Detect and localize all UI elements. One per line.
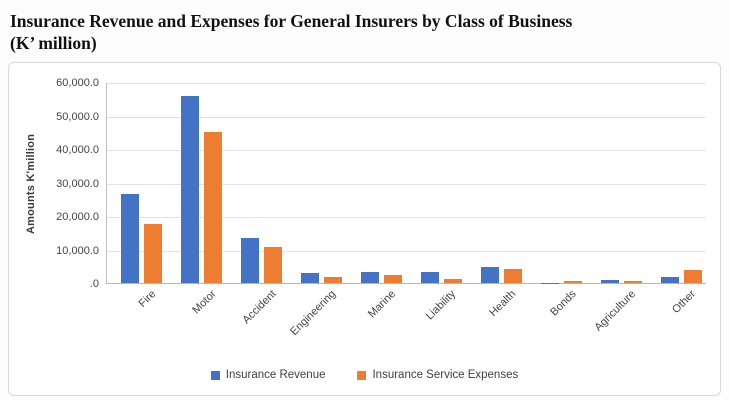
bar-insurance-revenue-engineering [301,272,320,283]
category-label-accident: Accident [240,288,279,327]
gridline [107,116,706,118]
bar-insurance-service-expenses-health [503,268,522,283]
category-group-agriculture [591,83,651,283]
bar-insurance-revenue-marine [361,271,380,283]
page-title-line1: Insurance Revenue and Expenses for Gener… [10,11,573,31]
bar-insurance-service-expenses-other [683,270,702,283]
bar-insurance-service-expenses-marine [384,275,403,283]
legend-label: Insurance Service Expenses [372,369,519,381]
bars-row [107,83,706,283]
category-group-marine [352,83,412,283]
bar-insurance-revenue-fire [121,194,140,283]
category-group-fire [112,83,172,283]
chart-legend: Insurance Revenue Insurance Service Expen… [9,369,720,381]
legend-swatch-icon [357,370,367,380]
bar-insurance-revenue-motor [181,96,200,283]
bar-insurance-revenue-other [660,277,679,283]
category-label-motor: Motor [190,288,219,317]
category-group-engineering [292,83,352,283]
y-tick-label: 20,000.0 [56,211,99,223]
y-tick-label: 50,000.0 [56,110,99,123]
bar-insurance-service-expenses-motor [204,131,223,283]
category-label-engineering: Engineering [288,288,339,339]
legend-label: Insurance Revenue [225,369,326,381]
legend-item-insurance-revenue: Insurance Revenue [210,369,326,381]
y-tick-label: 30,000.0 [56,177,99,190]
y-tick-label: 60,000.0 [56,77,99,89]
bar-insurance-service-expenses-engineering [324,276,343,283]
y-tick-label: 10,000.0 [56,244,99,257]
page-title: Insurance Revenue and Expenses for Gener… [10,10,710,54]
category-group-health [471,83,531,283]
gridline [107,150,706,151]
category-group-motor [172,83,232,283]
gridline [107,217,706,218]
category-label-other: Other [670,288,699,316]
category-group-other [651,83,711,283]
bar-insurance-revenue-agriculture [600,279,619,283]
page-title-line2: (K’ million) [10,33,97,53]
y-tick-label: 40,000.0 [56,144,99,156]
bar-insurance-revenue-liability [420,272,439,283]
bar-insurance-service-expenses-fire [144,224,163,283]
category-label-marine: Marine [366,288,399,321]
bar-insurance-service-expenses-liability [443,278,462,283]
bar-insurance-revenue-accident [241,238,260,283]
category-label-liability: Liability [424,288,459,323]
plot-area: Fire Motor Accident Engineering Marine Liabil… [106,83,706,338]
y-tick-label: .0 [89,278,99,290]
category-label-agriculture: Agriculture [592,288,639,334]
legend-item-insurance-service-expenses: Insurance Service Expenses [357,369,518,381]
bar-insurance-service-expenses-agriculture [623,281,642,283]
legend-swatch-icon [210,370,220,380]
bar-insurance-service-expenses-accident [264,246,283,283]
gridline [107,83,706,84]
category-label-health: Health [487,288,519,319]
gridline [107,183,706,185]
category-group-accident [232,83,292,283]
gridline [107,250,706,252]
category-group-bonds [531,83,591,283]
bar-insurance-service-expenses-bonds [563,280,582,283]
category-label-fire: Fire [136,288,159,310]
category-label-bonds: Bonds [547,288,579,319]
bar-insurance-revenue-health [480,266,499,283]
category-group-liability [412,83,472,283]
chart-frame: Amounts K'million 60,000.0 50,000.0 40,000… [8,62,721,396]
